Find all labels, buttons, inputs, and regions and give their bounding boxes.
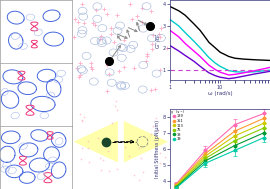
Text: C ~ 0.5C*: C ~ 0.5C* (23, 74, 49, 79)
Text: C ~ C*: C ~ C* (27, 137, 45, 142)
Y-axis label: G’’/G’: G’’/G’ (155, 32, 160, 48)
Polygon shape (124, 121, 168, 163)
Y-axis label: Initial Stiffness (pN/μm): Initial Stiffness (pN/μm) (155, 120, 160, 178)
Text: Linear Microrheology: Linear Microrheology (172, 24, 176, 70)
Polygon shape (73, 121, 118, 163)
Legend: 189, 151, 113, 75, 38, 19: 189, 151, 113, 75, 38, 19 (171, 110, 185, 141)
X-axis label: ω (rad/s): ω (rad/s) (208, 91, 232, 96)
Text: Nonlinear Microrheology: Nonlinear Microrheology (172, 115, 176, 168)
